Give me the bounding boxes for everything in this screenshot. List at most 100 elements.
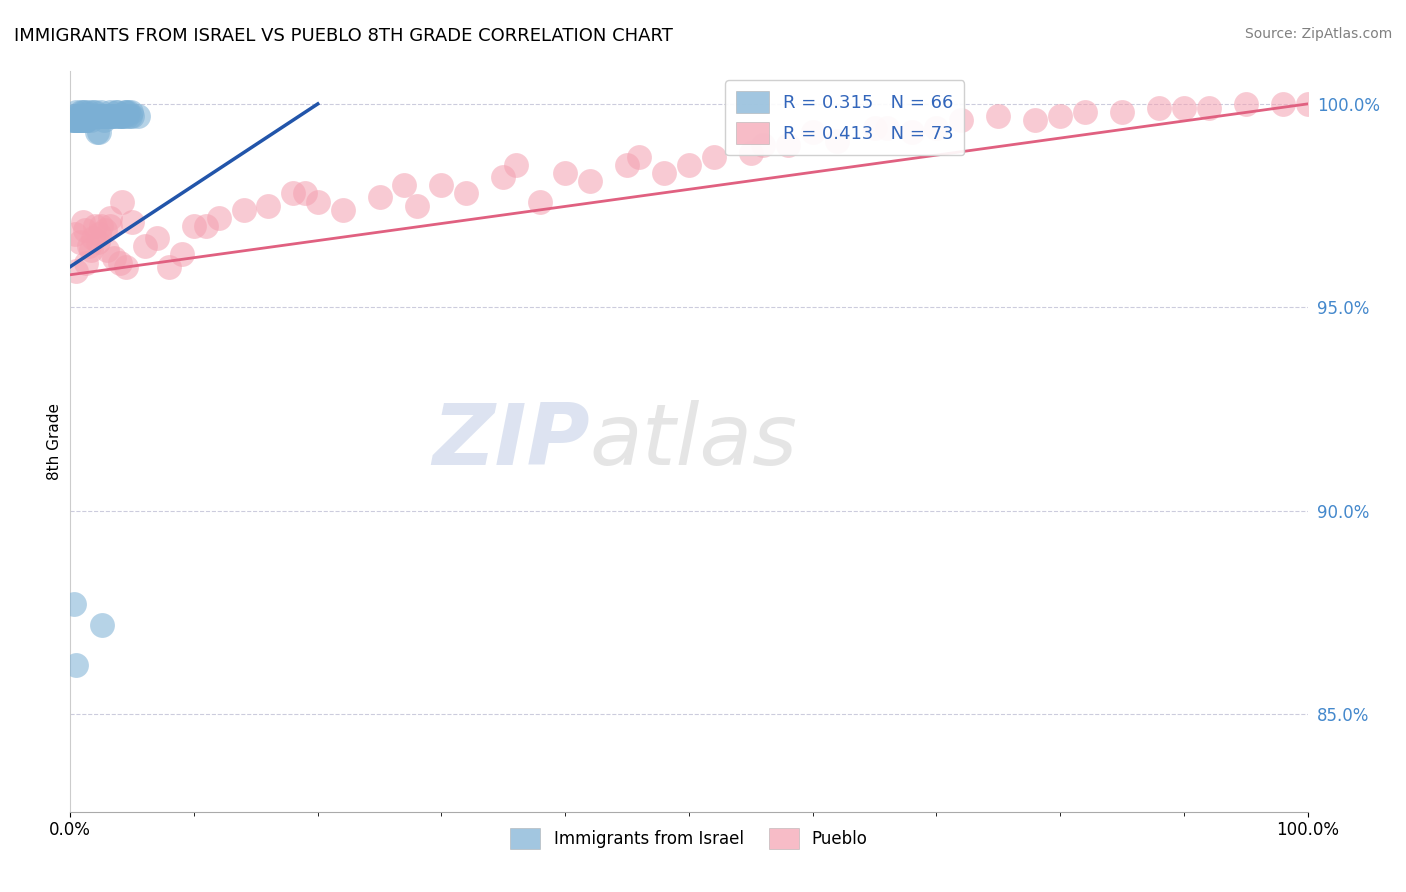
Legend: Immigrants from Israel, Pueblo: Immigrants from Israel, Pueblo <box>503 822 875 855</box>
Point <box>63 109 86 123</box>
Point <box>73 113 96 128</box>
Point <box>86 109 108 123</box>
Point <box>827 134 849 148</box>
Point <box>170 247 193 261</box>
Point <box>183 219 205 233</box>
Point <box>1024 113 1046 128</box>
Point <box>394 178 416 193</box>
Point <box>554 166 576 180</box>
Point <box>63 597 86 611</box>
Point <box>79 109 101 123</box>
Point <box>94 223 117 237</box>
Point <box>294 186 316 201</box>
Text: IMMIGRANTS FROM ISRAEL VS PUEBLO 8TH GRADE CORRELATION CHART: IMMIGRANTS FROM ISRAEL VS PUEBLO 8TH GRA… <box>14 27 673 45</box>
Point <box>69 235 91 250</box>
Point <box>257 198 280 212</box>
Point <box>90 617 112 632</box>
Point <box>98 211 121 225</box>
Point <box>86 235 108 250</box>
Point <box>105 105 128 120</box>
Point <box>111 194 134 209</box>
Point <box>67 109 90 123</box>
Point <box>89 125 111 139</box>
Point <box>456 186 478 201</box>
Point <box>115 105 138 120</box>
Point <box>208 211 231 225</box>
Point <box>120 105 142 120</box>
Point <box>93 113 115 128</box>
Point <box>232 202 254 217</box>
Point <box>69 113 91 128</box>
Point <box>82 105 104 120</box>
Point <box>900 125 922 139</box>
Point <box>65 105 87 120</box>
Point <box>103 252 125 266</box>
Point <box>492 170 515 185</box>
Point <box>740 145 762 160</box>
Point <box>66 113 89 128</box>
Point <box>703 150 725 164</box>
Point <box>925 121 948 136</box>
Point <box>96 109 118 123</box>
Point <box>70 105 93 120</box>
Point <box>80 113 103 128</box>
Point <box>75 223 97 237</box>
Point <box>66 113 89 128</box>
Point <box>84 219 107 233</box>
Point <box>368 190 391 204</box>
Point <box>84 109 107 123</box>
Point <box>100 109 122 123</box>
Point <box>105 105 128 120</box>
Point <box>1049 109 1071 123</box>
Point <box>65 113 87 128</box>
Point <box>82 231 104 245</box>
Point <box>157 260 180 274</box>
Point <box>67 113 90 128</box>
Text: ZIP: ZIP <box>432 400 591 483</box>
Point <box>678 158 700 172</box>
Point <box>652 166 675 180</box>
Point <box>616 158 638 172</box>
Point <box>987 109 1010 123</box>
Point <box>101 109 124 123</box>
Point <box>127 109 149 123</box>
Point <box>94 109 117 123</box>
Point <box>579 174 602 188</box>
Point <box>73 109 96 123</box>
Point <box>80 244 103 258</box>
Point <box>69 113 91 128</box>
Point <box>60 113 83 128</box>
Point <box>77 239 100 253</box>
Point <box>195 219 218 233</box>
Point <box>117 105 139 120</box>
Point <box>86 125 108 139</box>
Point <box>90 219 112 233</box>
Point <box>75 113 97 128</box>
Text: atlas: atlas <box>591 400 799 483</box>
Point <box>430 178 453 193</box>
Point <box>62 113 84 128</box>
Point <box>75 105 97 120</box>
Point <box>72 105 94 120</box>
Point <box>1271 96 1294 111</box>
Point <box>75 113 97 128</box>
Point <box>62 113 84 128</box>
Point <box>529 194 551 209</box>
Point <box>307 194 329 209</box>
Point <box>1296 96 1319 111</box>
Point <box>863 121 886 136</box>
Point <box>98 219 121 233</box>
Point <box>98 105 121 120</box>
Point <box>65 263 87 277</box>
Point <box>72 109 94 123</box>
Point <box>69 113 91 128</box>
Point <box>146 231 169 245</box>
Point <box>118 109 141 123</box>
Point <box>115 260 138 274</box>
Point <box>114 105 136 120</box>
Point <box>96 244 118 258</box>
Point <box>76 109 98 123</box>
Point <box>115 109 138 123</box>
Point <box>77 105 100 120</box>
Point <box>281 186 304 201</box>
